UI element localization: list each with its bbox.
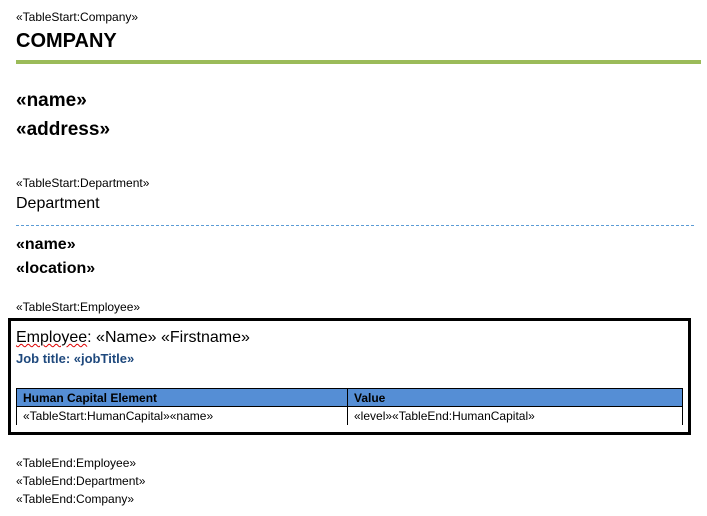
company-table-end: «TableEnd:Company» xyxy=(16,492,135,506)
employee-name-fields: : «Name» «Firstname» xyxy=(87,329,250,346)
employee-table-end: «TableEnd:Employee» xyxy=(16,456,137,470)
column-header: Human Capital Element xyxy=(16,388,348,407)
company-heading: COMPANY xyxy=(16,30,117,52)
department-table-end: «TableEnd:Department» xyxy=(16,474,146,488)
job-title: Job title: «jobTitle» xyxy=(16,351,135,366)
employee-table-start: «TableStart:Employee» xyxy=(16,300,141,314)
dashed-rule xyxy=(16,225,694,226)
green-rule xyxy=(16,60,701,64)
department-table-start: «TableStart:Department» xyxy=(16,176,150,190)
department-name-field: «name» xyxy=(16,236,76,253)
table-row: «TableStart:HumanCapital»«name» «level»«… xyxy=(16,406,683,425)
department-heading: Department xyxy=(16,195,100,212)
column-header: Value xyxy=(347,388,683,407)
company-table-start: «TableStart:Company» xyxy=(16,10,139,24)
department-location-field: «location» xyxy=(16,260,96,277)
employee-heading: Employee: «Name» «Firstname» xyxy=(16,329,250,347)
company-name-field: «name» xyxy=(16,90,87,111)
table-cell: «level»«TableEnd:HumanCapital» xyxy=(347,406,683,425)
company-address-field: «address» xyxy=(16,119,111,140)
table-header-row: Human Capital Element Value xyxy=(16,388,683,407)
table-cell: «TableStart:HumanCapital»«name» xyxy=(16,406,348,425)
human-capital-table: Human Capital Element Value «TableStart:… xyxy=(16,388,683,425)
employee-label: Employee xyxy=(16,329,88,346)
employee-box xyxy=(8,318,691,435)
